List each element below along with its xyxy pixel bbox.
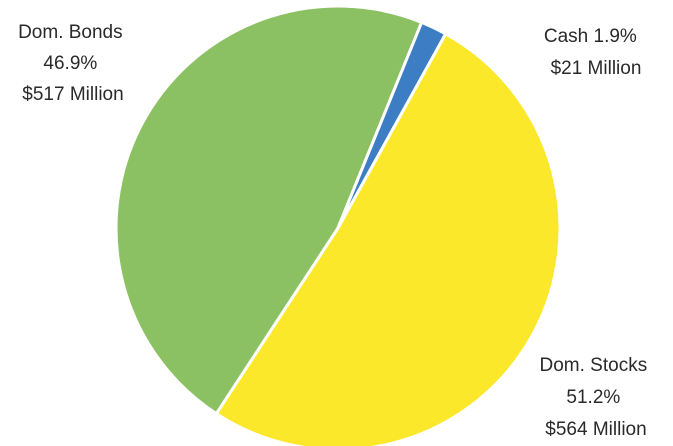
label-cash-name-text: Cash [544, 26, 588, 47]
pie-slices [114, 4, 562, 446]
label-dom-bonds-value: $517 Million [22, 84, 123, 105]
label-cash-percent: 1.9% [594, 26, 637, 47]
label-dom-bonds: Dom. Bonds 46.9% $517 Million [18, 22, 128, 105]
label-dom-stocks-percent: 51.2% [566, 387, 620, 408]
label-dom-bonds-name: Dom. Bonds [18, 22, 123, 43]
label-dom-stocks: Dom. Stocks 51.2% $564 Million [540, 355, 653, 440]
label-cash-name: Cash 1.9% [544, 26, 642, 47]
label-cash-value: $21 Million [551, 58, 642, 79]
label-cash: Cash 1.9% $21 Million [544, 26, 642, 79]
pie-slice-cash [336, 20, 448, 230]
label-dom-bonds-percent: 46.9% [43, 53, 97, 74]
label-dom-stocks-value: $564 Million [545, 419, 646, 440]
label-dom-stocks-name: Dom. Stocks [540, 355, 648, 376]
pie-slice-dom-bonds [114, 4, 424, 416]
pie-slice-dom-stocks [214, 32, 562, 446]
